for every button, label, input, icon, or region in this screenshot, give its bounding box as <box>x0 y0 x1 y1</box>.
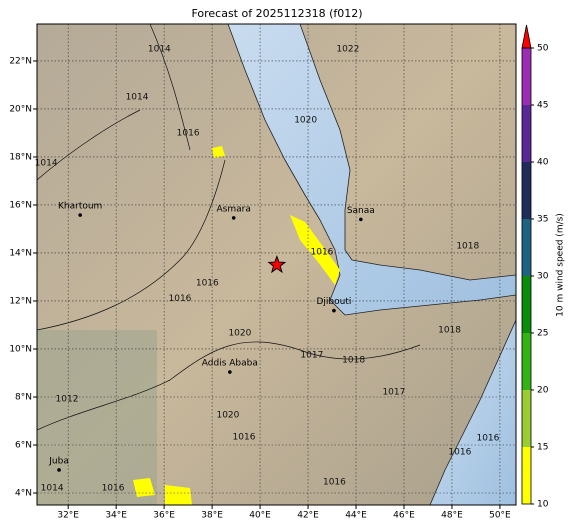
isobar-label: 1018 <box>438 326 461 336</box>
title: Forecast of 2025112318 (f012) <box>191 7 362 20</box>
isobar-label: 1020 <box>216 410 239 420</box>
colorbar-segment <box>522 48 531 105</box>
lon-tick-label: 48°E <box>441 511 463 521</box>
isobar-label: 1016 <box>177 128 200 138</box>
lat-tick-label: 20°N <box>9 104 32 114</box>
isobar-label: 1017 <box>382 387 405 397</box>
isobar-label: 1016 <box>102 483 125 493</box>
lat-tick-label: 18°N <box>9 152 32 162</box>
map-frame <box>36 23 517 506</box>
colorbar-extend <box>521 24 532 49</box>
colorbar-label: 10 m wind speed (m/s) <box>556 213 566 317</box>
location-star <box>267 255 287 274</box>
lon-tick-label: 32°E <box>57 511 79 521</box>
lon-tick-label: 34°E <box>105 511 127 521</box>
isobar-label: 1012 <box>56 394 79 404</box>
isobar-label: 1016 <box>476 434 499 444</box>
lat-tick-label: 14°N <box>9 248 32 258</box>
isobar-label: 1016 <box>448 448 471 458</box>
colorbar-segment <box>522 162 531 219</box>
colorbar-tick-label: 45 <box>537 101 548 111</box>
isobar-label: 1017 <box>300 350 323 360</box>
isobar-label: 1020 <box>228 328 251 338</box>
colorbar-segment <box>522 276 531 333</box>
colorbar-segment <box>522 219 531 276</box>
lon-tick-label: 44°E <box>345 511 367 521</box>
colorbar-segment <box>522 447 531 504</box>
colorbar-tick-label: 40 <box>537 158 549 168</box>
lon-tick-label: 42°E <box>297 511 319 521</box>
colorbar-tick-label: 15 <box>537 443 548 453</box>
city-dot <box>359 217 363 222</box>
colorbar-segment <box>522 333 531 390</box>
lat-tick-label: 16°N <box>9 200 32 210</box>
city-label: Juba <box>48 456 69 466</box>
isobar-label: 1016 <box>196 278 219 288</box>
colorbar-tick-label: 35 <box>537 215 548 225</box>
city-dot <box>57 468 61 472</box>
isobar-label: 1020 <box>294 116 317 126</box>
colorbar-tick-label: 30 <box>537 272 549 282</box>
colorbar-tick-label: 10 <box>537 500 549 510</box>
colorbar-tick-label: 25 <box>537 329 548 339</box>
colorbar-tick-label: 20 <box>537 386 549 396</box>
lat-tick-label: 6°N <box>15 440 32 450</box>
lat-tick-label: 4°N <box>15 488 32 498</box>
city-dot <box>231 216 236 220</box>
city-dot <box>332 308 336 313</box>
isobar-label: 1022 <box>336 44 359 54</box>
isobar-label: 1018 <box>342 356 365 366</box>
isobar-label: 1016 <box>323 477 346 487</box>
city-label: Khartoum <box>58 202 102 212</box>
city-label: Asmara <box>217 204 251 214</box>
colorbar-segment <box>522 105 531 162</box>
colorbar-tick-label: 50 <box>537 44 549 54</box>
lon-tick-label: 38°E <box>201 511 223 521</box>
isobar-label: 1014 <box>148 44 171 54</box>
lat-tick-label: 10°N <box>9 344 32 354</box>
lat-tick-label: 8°N <box>15 392 32 402</box>
lat-tick-label: 22°N <box>9 56 32 66</box>
lat-tick-label: 12°N <box>9 296 32 306</box>
map-background <box>37 24 516 505</box>
city-dot <box>228 370 232 374</box>
lon-tick-label: 36°E <box>153 511 175 521</box>
city-dot <box>78 213 82 217</box>
isobar-label: 1018 <box>456 242 479 252</box>
city-label: Sanaa <box>347 206 375 216</box>
isobar-label: 1016 <box>311 248 334 258</box>
isobar-label: 1016 <box>233 433 256 443</box>
isobar-label: 1014 <box>41 483 64 493</box>
colorbar-segment <box>522 390 531 447</box>
isobar-label: 1014 <box>126 92 149 102</box>
lon-tick-label: 50°E <box>489 511 511 521</box>
city-label: Addis Ababa <box>202 359 258 369</box>
city-label: Djibouti <box>317 297 352 307</box>
isobar-label: 1014 <box>35 158 58 168</box>
isobar-label: 1016 <box>169 294 192 304</box>
lon-tick-label: 40°E <box>249 511 271 521</box>
lon-tick-label: 46°E <box>393 511 415 521</box>
